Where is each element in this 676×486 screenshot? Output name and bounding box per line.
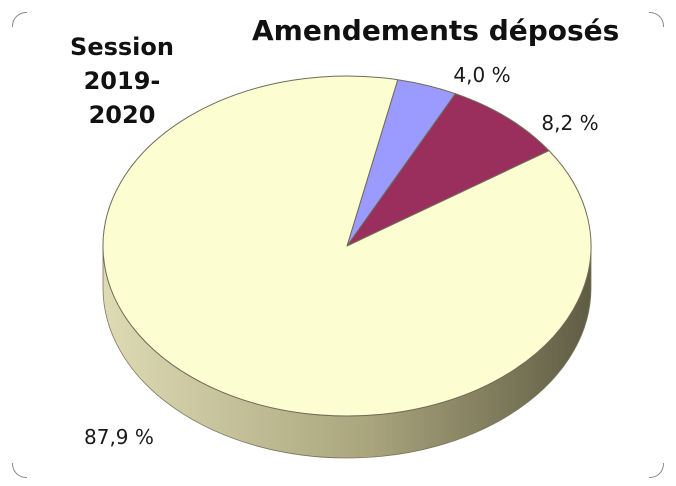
pie-labels: 87,9 % 4,0 % 8,2 % — [84, 63, 599, 449]
pie-slice-2 — [346, 93, 550, 247]
chart-title: Amendements déposés — [252, 14, 620, 47]
frame-corner-top-left — [12, 12, 27, 27]
slice-label-0: 87,9 % — [84, 425, 154, 449]
slice-label-1: 4,0 % — [453, 63, 510, 87]
session-label-line2: 2019-2020 — [83, 67, 161, 129]
session-label: Session 2019-2020 — [52, 30, 192, 132]
slice-label-2: 8,2 % — [541, 111, 598, 135]
pie-slice-0 — [102, 75, 592, 417]
pie-top — [102, 75, 592, 417]
session-label-line1: Session — [70, 33, 174, 61]
